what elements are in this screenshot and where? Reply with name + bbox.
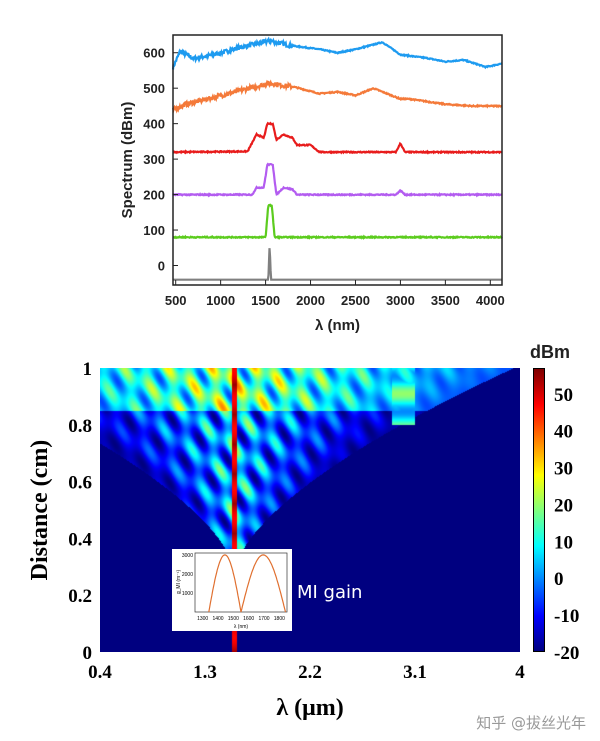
y-tick-label: 400: [143, 117, 165, 132]
y-tick-label: 100: [143, 223, 165, 238]
spectrum-series-0: [171, 36, 503, 70]
x-tick-label: 3500: [431, 293, 460, 308]
y-axis-label: Spectrum (dBm): [119, 102, 136, 219]
y-tick-label: 600: [143, 46, 165, 61]
y-tick-label: 500: [143, 81, 165, 96]
plot-frame: [172, 34, 503, 286]
watermark: 知乎 @拔丝光年: [476, 714, 586, 732]
colorbar: [533, 368, 545, 652]
inset-title: MI gain: [297, 582, 363, 603]
x-tick-label: 2500: [341, 293, 370, 308]
spectrum-series-5: [173, 248, 502, 281]
heatmap: [100, 368, 520, 652]
spectrum-series-3: [172, 162, 503, 198]
y-tick-label: 0: [158, 258, 165, 273]
y-tick-label: 300: [143, 152, 165, 167]
x-tick-label: 3000: [386, 293, 415, 308]
spectrum-series-1: [171, 79, 503, 114]
x-tick-label: 500: [165, 293, 187, 308]
x-tick-label: 1500: [251, 293, 280, 308]
x-tick-label: 4000: [476, 293, 505, 308]
y-tick-label: 200: [143, 188, 165, 203]
x-axis-label: λ (nm): [315, 317, 360, 334]
x-tick-label: 2000: [296, 293, 325, 308]
spectrum-series-2: [172, 121, 502, 155]
x-tick-label: 1000: [206, 293, 235, 308]
spectrum-series-4: [173, 203, 503, 240]
